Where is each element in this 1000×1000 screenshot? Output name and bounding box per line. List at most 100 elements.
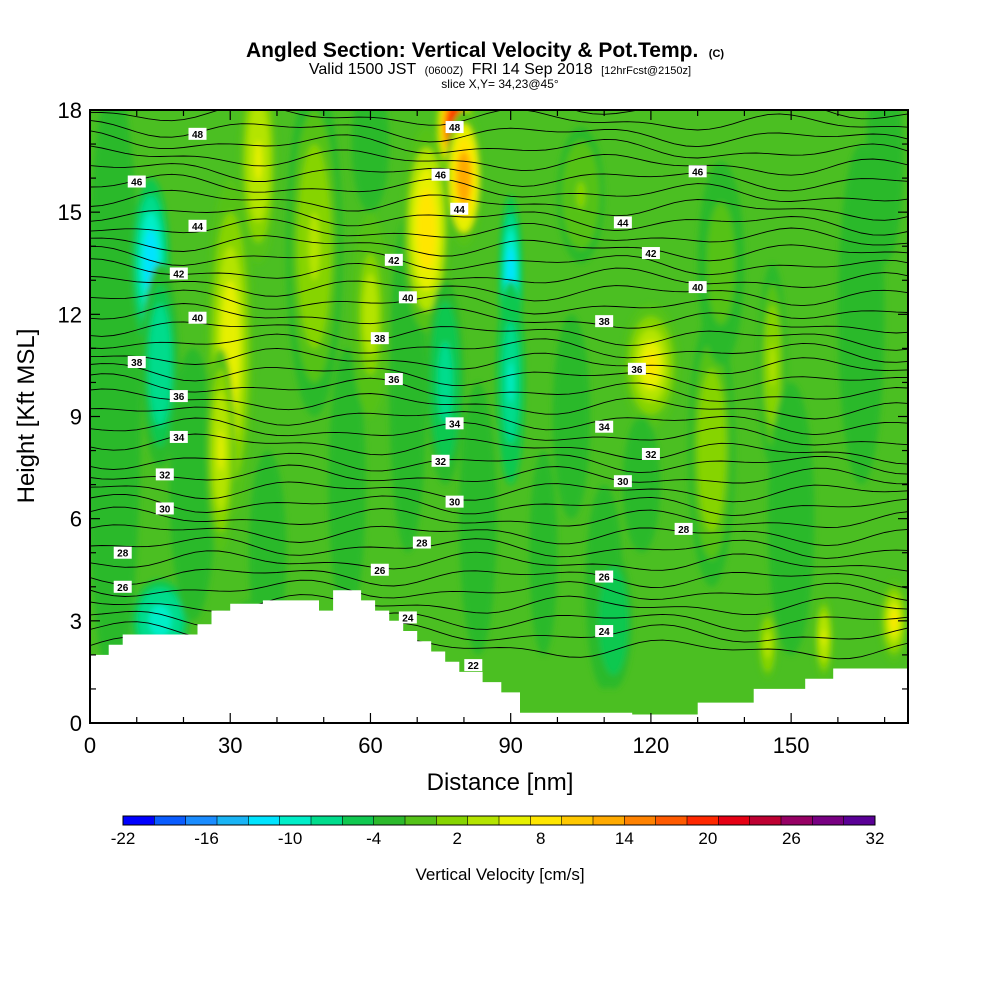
- contour-label: 30: [613, 475, 632, 488]
- colorbar-title: Vertical Velocity [cm/s]: [415, 865, 584, 884]
- contour-label-box: [674, 522, 693, 535]
- colorbar-swatch: [530, 816, 563, 825]
- velocity-cell-ring: [567, 396, 576, 437]
- contour-label-text: 46: [131, 178, 143, 189]
- contour-label-text: 26: [117, 583, 129, 594]
- contour-label: 48: [188, 127, 207, 141]
- velocity-cell: [767, 382, 815, 655]
- velocity-cell-ring: [707, 423, 717, 478]
- velocity-cell-ring: [421, 208, 432, 250]
- contour-label: 38: [595, 315, 614, 328]
- colorbar-swatch: [781, 816, 813, 825]
- contour-label-text: 40: [192, 314, 204, 325]
- contour-label-box: [384, 373, 403, 386]
- velocity-cell-ring: [507, 362, 514, 403]
- contour-line: [90, 433, 908, 465]
- x-tick-label: 120: [633, 733, 670, 758]
- contour-label-text: 32: [435, 457, 447, 468]
- colorbar-tick-label: 2: [452, 829, 461, 848]
- contour-label: 42: [641, 247, 660, 260]
- subtitle-utc: (0600Z): [425, 65, 464, 77]
- contour-label-text: 38: [374, 334, 386, 345]
- contour-label-text: 44: [192, 222, 204, 233]
- contour-label: 36: [627, 362, 646, 376]
- subtitle-fcst: [12hrFcst@2150z]: [601, 65, 691, 77]
- contour-label-box: [169, 390, 188, 403]
- colorbar-tick-label: -10: [278, 829, 303, 848]
- contour-label: 24: [398, 611, 417, 624]
- velocity-cell-ring: [880, 140, 889, 182]
- contour-label-text: 36: [388, 375, 400, 386]
- velocity-cell-ring: [460, 164, 468, 192]
- contour-label: 38: [127, 356, 146, 369]
- contour-label-text: 26: [599, 573, 611, 584]
- velocity-cell-ring: [769, 344, 776, 386]
- colorbar-swatch: [373, 816, 406, 825]
- contour-line: [90, 373, 908, 402]
- contour-label: 30: [445, 495, 464, 509]
- pot-temp-contours: [90, 110, 908, 660]
- colorbar-labels: -22 -16 -10 -4 2 8 14 20 26 32: [111, 829, 885, 848]
- velocity-cell-ring: [891, 612, 897, 630]
- contour-label-text: 34: [449, 419, 461, 430]
- chart-title-unit: (C): [709, 48, 725, 60]
- contour-label-box: [155, 468, 174, 481]
- contour-label-box: [113, 546, 132, 559]
- contour-label-text: 46: [435, 171, 447, 182]
- velocity-cell-ring: [156, 344, 164, 386]
- velocity-cell-ring: [786, 491, 796, 546]
- velocity-cell-ring: [474, 491, 482, 546]
- colorbar-tick-label: -16: [194, 829, 219, 848]
- contour-label-box: [188, 127, 207, 140]
- contour-line: [90, 506, 908, 528]
- contour-label: 32: [155, 468, 174, 481]
- y-tick-label: 15: [58, 200, 82, 225]
- contour-label-box: [169, 430, 188, 443]
- contour-line: [90, 388, 908, 420]
- contour-label: 42: [169, 267, 188, 280]
- contour-label: 30: [155, 502, 174, 515]
- velocity-cell: [459, 382, 497, 655]
- contour-line: [90, 163, 908, 192]
- contour-line: [90, 258, 908, 288]
- velocity-cell: [328, 348, 366, 621]
- contour-label-text: 36: [631, 365, 643, 376]
- colorbar-swatch: [123, 816, 155, 825]
- contour-label-box: [445, 417, 464, 430]
- contour-label-box: [431, 168, 450, 181]
- contour-label-text: 30: [617, 477, 629, 488]
- contour-label: 34: [595, 420, 614, 434]
- colorbar-swatch: [467, 816, 500, 825]
- contour-label-text: 36: [173, 392, 185, 403]
- colorbar-swatch: [217, 816, 249, 825]
- contour-label-box: [450, 202, 469, 215]
- colorbar-tick-label: 8: [536, 829, 545, 848]
- contour-line: [90, 464, 908, 485]
- colorbar-swatch: [655, 816, 688, 825]
- contour-label-box: [370, 563, 389, 576]
- contour-label: 32: [641, 447, 660, 461]
- contour-label: 28: [674, 522, 693, 536]
- colorbar-swatch: [499, 816, 531, 825]
- contour-label-text: 48: [449, 123, 461, 134]
- velocity-cell-ring: [263, 532, 272, 574]
- velocity-cell: [697, 161, 745, 366]
- contour-label-text: 34: [173, 433, 185, 444]
- contour-label-text: 42: [645, 249, 657, 260]
- contour-label-box: [595, 625, 614, 638]
- contour-line: [90, 275, 908, 307]
- contour-label: 26: [595, 570, 614, 584]
- contour-label: 38: [370, 332, 389, 345]
- contour-label-box: [688, 165, 707, 178]
- contour-label-text: 24: [599, 627, 611, 638]
- contour-line: [90, 189, 908, 221]
- y-tick-label: 6: [70, 507, 82, 532]
- contour-label-box: [384, 253, 403, 266]
- contour-label-box: [627, 362, 646, 375]
- colorbar-tick-label: 26: [782, 829, 801, 848]
- colorbar-tick-label: 14: [615, 829, 634, 848]
- x-tick-label: 30: [218, 733, 242, 758]
- contour-label-box: [127, 356, 146, 369]
- colorbar-swatch: [405, 816, 437, 825]
- colorbar-swatch: [718, 816, 751, 825]
